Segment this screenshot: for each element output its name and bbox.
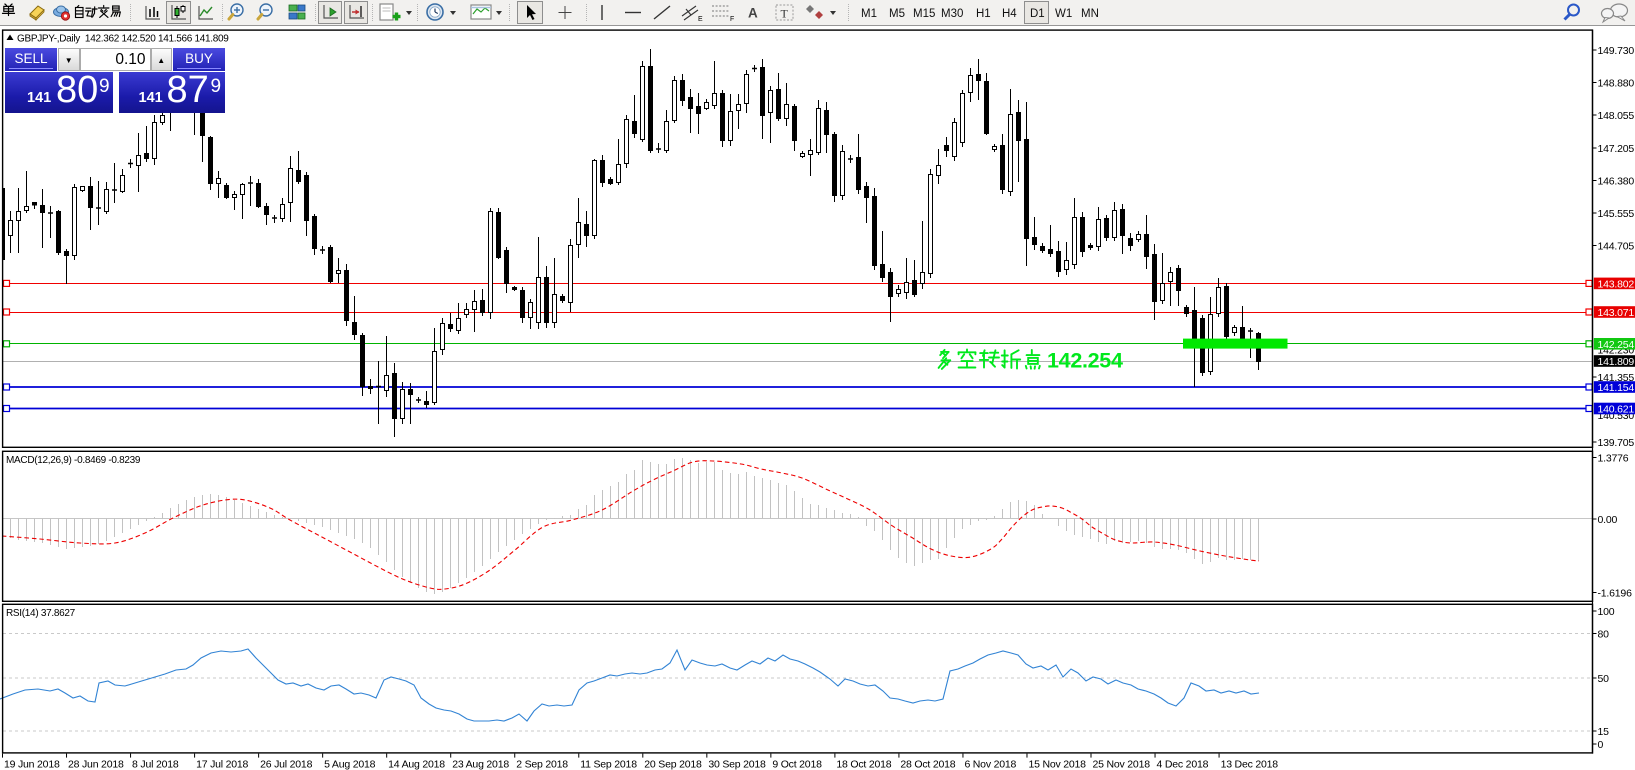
svg-text:148.880: 148.880 <box>1598 78 1635 90</box>
svg-text:15 Nov 2018: 15 Nov 2018 <box>1028 759 1086 770</box>
svg-text:20 Sep 2018: 20 Sep 2018 <box>644 759 702 770</box>
svg-text:M5: M5 <box>889 8 905 20</box>
svg-text:143.802: 143.802 <box>1598 279 1635 291</box>
svg-text:14 Aug 2018: 14 Aug 2018 <box>388 759 445 770</box>
svg-text:142.254: 142.254 <box>1047 349 1123 373</box>
svg-text:8 Jul 2018: 8 Jul 2018 <box>132 759 179 770</box>
svg-text:E: E <box>698 16 703 23</box>
svg-text:4 Dec 2018: 4 Dec 2018 <box>1157 759 1209 770</box>
svg-text:26 Jul 2018: 26 Jul 2018 <box>260 759 312 770</box>
svg-text:-1.6196: -1.6196 <box>1598 588 1633 600</box>
svg-text:GBPJPY-,Daily 142.362 142.520: GBPJPY-,Daily 142.362 142.520 141.566 14… <box>17 34 229 45</box>
svg-text:M30: M30 <box>941 8 963 20</box>
svg-text:M15: M15 <box>913 8 935 20</box>
svg-text:15: 15 <box>1598 726 1610 738</box>
svg-text:149.730: 149.730 <box>1598 45 1635 57</box>
svg-text:T: T <box>781 7 789 21</box>
svg-text:H1: H1 <box>976 8 991 20</box>
svg-text:19 Jun 2018: 19 Jun 2018 <box>4 759 60 770</box>
svg-text:H4: H4 <box>1002 8 1017 20</box>
svg-text:MN: MN <box>1081 8 1099 20</box>
svg-text:145.555: 145.555 <box>1598 208 1635 220</box>
svg-text:W1: W1 <box>1055 8 1072 20</box>
svg-text:18 Oct 2018: 18 Oct 2018 <box>836 759 891 770</box>
svg-text:144.705: 144.705 <box>1598 241 1635 253</box>
svg-text:F: F <box>730 16 734 23</box>
svg-text:17 Jul 2018: 17 Jul 2018 <box>196 759 248 770</box>
svg-text:M1: M1 <box>861 8 877 20</box>
svg-text:23 Aug 2018: 23 Aug 2018 <box>452 759 509 770</box>
svg-text:28 Oct 2018: 28 Oct 2018 <box>900 759 955 770</box>
svg-text:MACD(12,26,9) -0.8469 -0.8239: MACD(12,26,9) -0.8469 -0.8239 <box>6 455 141 466</box>
svg-text:50: 50 <box>1598 673 1610 685</box>
svg-text:11 Sep 2018: 11 Sep 2018 <box>580 759 637 770</box>
svg-text:148.055: 148.055 <box>1598 110 1635 122</box>
svg-text:146.380: 146.380 <box>1598 176 1635 188</box>
svg-text:80: 80 <box>1598 629 1610 641</box>
svg-text:143.071: 143.071 <box>1598 307 1635 319</box>
svg-text:9 Oct 2018: 9 Oct 2018 <box>772 759 822 770</box>
svg-text:100: 100 <box>1598 606 1615 618</box>
svg-text:2 Sep 2018: 2 Sep 2018 <box>516 759 568 770</box>
svg-text:13 Dec 2018: 13 Dec 2018 <box>1221 759 1279 770</box>
svg-text:141.154: 141.154 <box>1598 382 1635 394</box>
svg-text:142.254: 142.254 <box>1598 339 1635 351</box>
svg-text:139.705: 139.705 <box>1598 437 1635 449</box>
svg-text:28 Jun 2018: 28 Jun 2018 <box>68 759 124 770</box>
svg-text:30 Sep 2018: 30 Sep 2018 <box>708 759 766 770</box>
svg-text:140.621: 140.621 <box>1598 404 1635 416</box>
svg-text:25 Nov 2018: 25 Nov 2018 <box>1093 759 1151 770</box>
svg-text:0.00: 0.00 <box>1598 514 1618 526</box>
svg-text:147.205: 147.205 <box>1598 143 1635 155</box>
svg-text:D1: D1 <box>1030 8 1045 20</box>
svg-text:141.355: 141.355 <box>1598 372 1635 384</box>
svg-text:5 Aug 2018: 5 Aug 2018 <box>324 759 375 770</box>
svg-text:RSI(14) 37.8627: RSI(14) 37.8627 <box>6 608 76 619</box>
svg-text:1.3776: 1.3776 <box>1598 453 1629 465</box>
svg-text:6 Nov 2018: 6 Nov 2018 <box>964 759 1016 770</box>
svg-text:A: A <box>748 6 758 21</box>
svg-text:141.809: 141.809 <box>1598 356 1635 368</box>
svg-text:0: 0 <box>1598 739 1604 751</box>
